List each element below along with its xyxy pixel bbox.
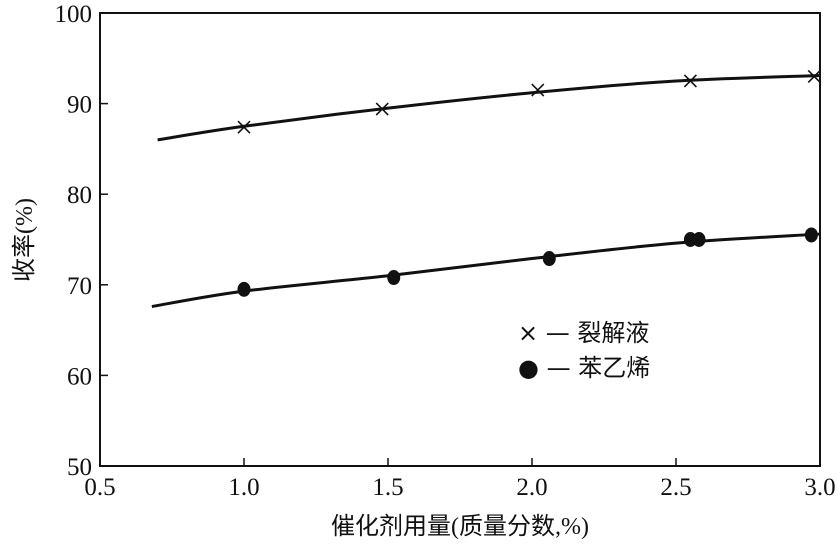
legend: × — 裂解液 ● — 苯乙烯 (518, 319, 650, 382)
data-point-cross (683, 74, 697, 88)
y-tick-label: 90 (67, 92, 92, 119)
plot-frame (99, 12, 821, 467)
x-tick-label: 2.0 (516, 474, 547, 501)
legend-entry-cracked-liquid: × — 裂解液 (518, 319, 649, 347)
y-tick-label: 80 (67, 182, 92, 209)
data-point-circle (237, 281, 251, 297)
x-tick-label: 0.5 (84, 474, 115, 501)
data-point-cross (375, 102, 389, 116)
data-point-cross (237, 120, 251, 134)
y-axis-title: 收率(%) (11, 198, 38, 282)
legend-entry-styrene: ● — 苯乙烯 (518, 354, 650, 382)
x-tick-label: 2.5 (660, 474, 691, 501)
fit-curve-cracked-liquid (157, 74, 821, 142)
ticks: 50 60 70 80 90 100 0.5 1.0 1.5 2.0 2.5 3.0 (55, 1, 836, 501)
x-tick-label: 1.0 (228, 474, 259, 501)
data-markers (237, 69, 821, 297)
data-point-cross (807, 69, 821, 83)
y-tick-label: 60 (67, 363, 92, 390)
data-point-cross (531, 83, 545, 97)
x-tick-label: 1.5 (372, 474, 403, 501)
data-point-circle (804, 227, 818, 243)
y-tick-label: 100 (55, 1, 93, 28)
fit-curves (151, 74, 821, 309)
x-tick-label: 3.0 (804, 474, 835, 501)
y-tick-label: 50 (67, 454, 92, 481)
axes (99, 12, 821, 467)
data-point-circle (387, 270, 401, 286)
data-point-circle (692, 232, 706, 247)
y-tick-label: 70 (67, 273, 92, 300)
data-point-circle (542, 251, 556, 267)
fit-curve-styrene (151, 232, 821, 309)
x-axis-title: 催化剂用量(质量分数,%) (331, 513, 589, 540)
